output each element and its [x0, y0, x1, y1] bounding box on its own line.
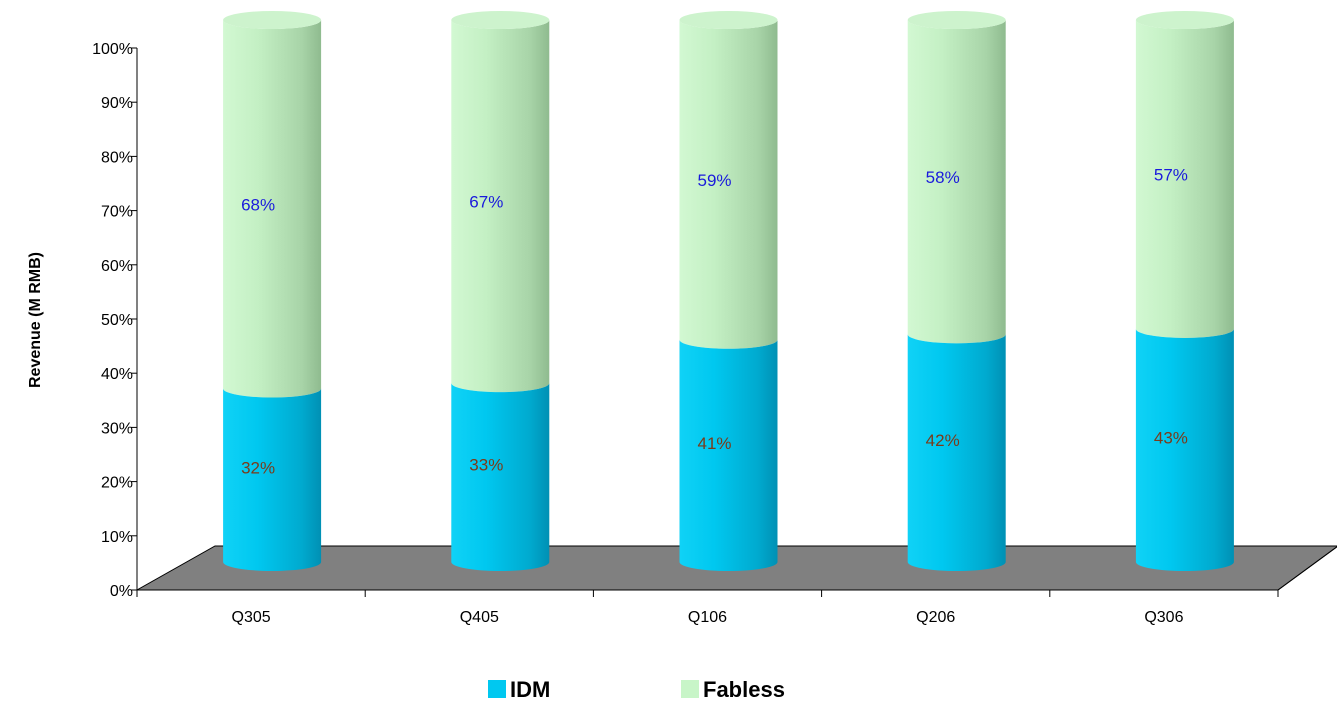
bar-fabless-top — [223, 11, 322, 29]
bar-idm — [907, 334, 1006, 571]
y-tick-label: 40% — [101, 366, 133, 383]
data-label-fabless: 67% — [469, 193, 503, 212]
data-label-fabless: 68% — [241, 195, 275, 214]
bar-group: 42% 58% — [907, 11, 1006, 571]
x-tick-label: Q405 — [460, 609, 499, 626]
bar-fabless-top — [907, 11, 1006, 29]
bar-group: 43% 57% — [1135, 11, 1234, 571]
bar-fabless — [451, 20, 550, 393]
data-label-idm: 41% — [697, 434, 731, 453]
bar-fabless-top — [1135, 11, 1234, 29]
x-axis-depth-line — [1277, 546, 1337, 591]
x-ticks: Q305 Q405 Q106 Q206 Q306 — [136, 590, 1279, 626]
bars: 32% 68% 33% 67% 41% 59% 42% 58% 43% 57% — [223, 11, 1234, 571]
bar-group: 33% 67% — [451, 11, 550, 571]
data-label-fabless: 59% — [697, 171, 731, 190]
y-tick-label: 20% — [101, 475, 133, 492]
data-label-fabless: 58% — [926, 168, 960, 187]
data-label-idm: 42% — [926, 431, 960, 450]
bar-fabless-top — [451, 11, 550, 29]
data-label-idm: 32% — [241, 458, 275, 477]
y-tick-label: 60% — [101, 258, 133, 275]
y-tick-label: 80% — [101, 149, 133, 166]
legend: IDM Fabless — [488, 677, 785, 702]
bar-group: 41% 59% — [679, 11, 778, 571]
y-tick-label: 70% — [101, 204, 133, 221]
bar-idm — [223, 388, 322, 571]
y-axis-label: Revenue (M RMB) — [27, 252, 44, 388]
data-label-idm: 43% — [1154, 428, 1188, 447]
legend-label: IDM — [510, 677, 550, 702]
y-tick-label: 100% — [92, 41, 133, 58]
bar-group: 32% 68% — [223, 11, 322, 571]
y-tick-label: 30% — [101, 420, 133, 437]
bar-fabless — [223, 20, 322, 398]
data-label-idm: 33% — [469, 456, 503, 475]
bar-idm — [1135, 328, 1234, 571]
data-label-fabless: 57% — [1154, 165, 1188, 184]
bar-fabless — [907, 20, 1006, 344]
legend-swatch — [488, 680, 506, 698]
bar-fabless — [679, 20, 778, 349]
x-tick-label: Q206 — [916, 609, 955, 626]
x-tick-label: Q306 — [1144, 609, 1183, 626]
legend-label: Fabless — [703, 677, 785, 702]
y-tick-label: 0% — [110, 583, 133, 600]
bar-fabless — [1135, 20, 1234, 338]
y-tick-label: 50% — [101, 312, 133, 329]
bar-fabless-top — [679, 11, 778, 29]
bar-idm — [679, 339, 778, 571]
bar-idm — [451, 383, 550, 571]
x-tick-label: Q305 — [232, 609, 271, 626]
x-tick-label: Q106 — [688, 609, 727, 626]
y-ticks: 0% 10% 20% 30% 40% 50% 60% 70% 80% 90% 100% — [92, 41, 137, 600]
y-tick-label: 90% — [101, 95, 133, 112]
y-tick-label: 10% — [101, 529, 133, 546]
legend-swatch — [681, 680, 699, 698]
